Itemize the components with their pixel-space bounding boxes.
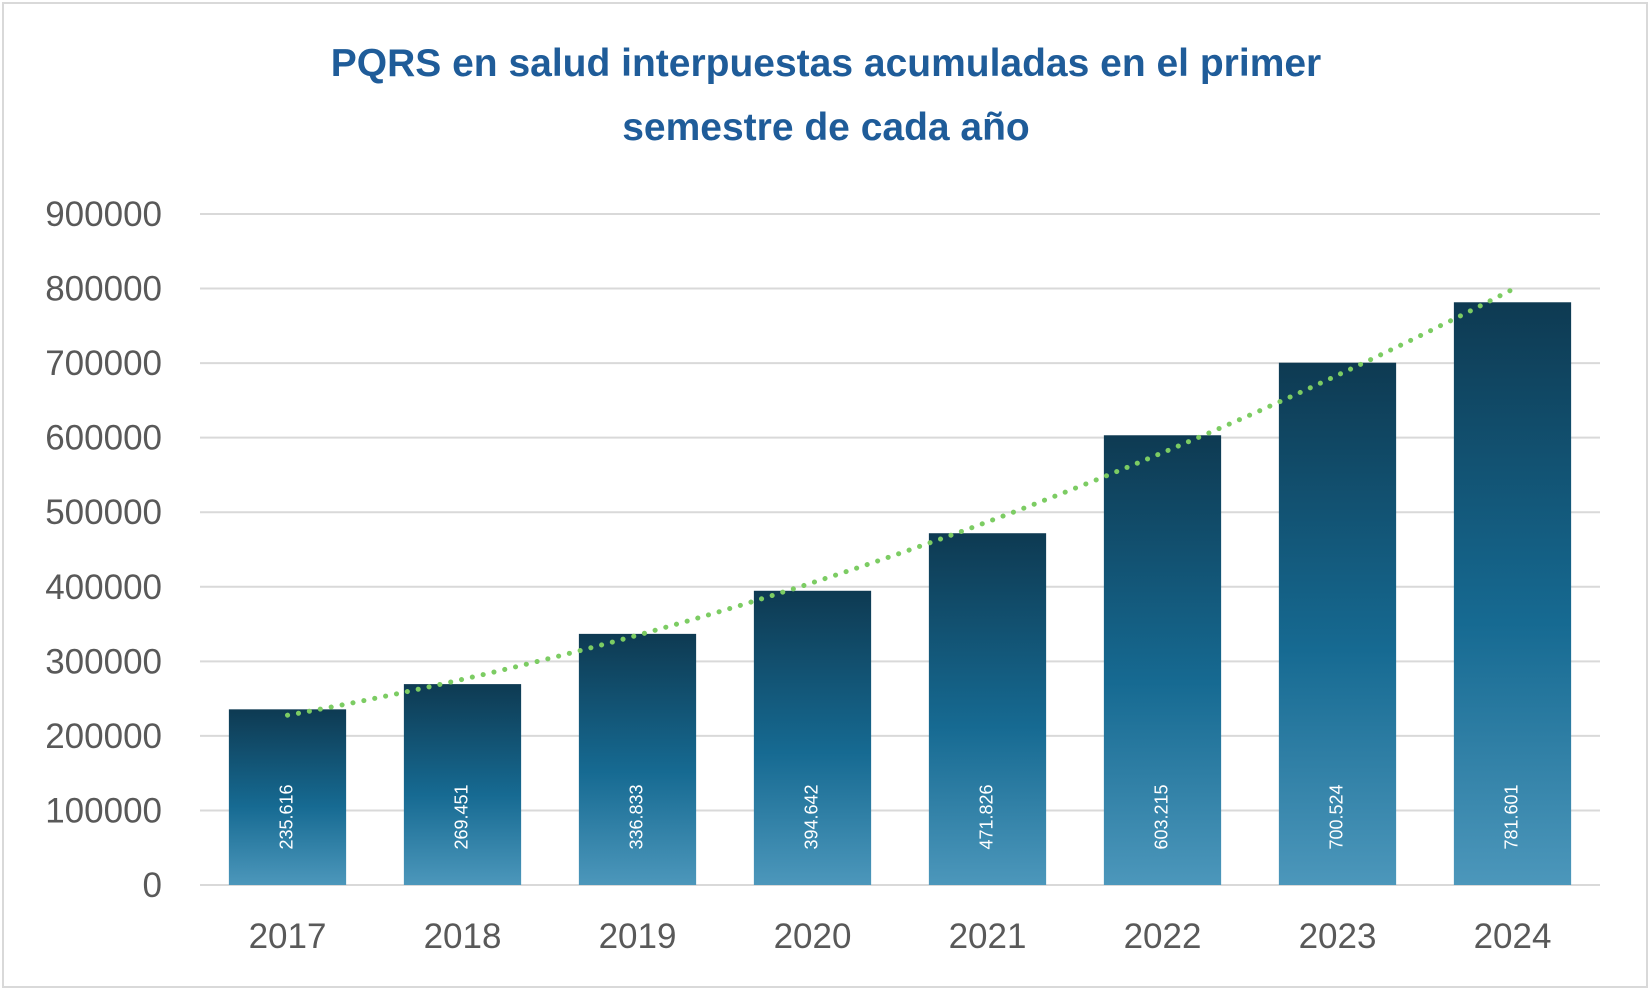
y-tick-label: 600000 [45,419,162,458]
x-tick-label: 2022 [1124,917,1202,956]
bar [403,684,522,885]
trendline [285,286,1515,718]
y-tick-label: 500000 [45,493,162,532]
data-label: 269.451 [451,784,471,849]
y-tick-label: 800000 [45,270,162,309]
bar [1453,302,1572,885]
y-tick-label: 200000 [45,717,162,756]
data-label: 700.524 [1326,784,1346,849]
bar [753,590,872,885]
data-label: 471.826 [976,784,996,849]
x-tick-label: 2020 [774,917,852,956]
bar [928,533,1047,885]
bar [1103,435,1222,885]
x-tick-label: 2023 [1299,917,1377,956]
x-tick-label: 2024 [1474,917,1552,956]
y-tick-label: 400000 [45,568,162,607]
data-label: 781.601 [1501,784,1521,849]
bars: 235.616 269.451 336.833 394.642 471.826 603.2… [228,302,1572,885]
x-tick-label: 2021 [949,917,1027,956]
data-label: 336.833 [626,784,646,849]
y-tick-label: 900000 [45,195,162,234]
x-tick-label: 2018 [424,917,502,956]
x-tick-label: 2019 [599,917,677,956]
data-label: 394.642 [801,784,821,849]
bar [1278,362,1397,885]
y-tick-label: 100000 [45,791,162,830]
y-tick-label: 0 [143,866,162,905]
y-tick-label: 700000 [45,344,162,383]
bar [228,709,347,885]
x-tick-label: 2017 [249,917,327,956]
bar [578,633,697,885]
data-label: 603.215 [1151,784,1171,849]
y-tick-label: 300000 [45,642,162,681]
y-axis-ticks: 0 100000 200000 300000 400000 500000 600000 700… [45,195,162,905]
data-label: 235.616 [276,784,296,849]
x-axis-ticks: 2017 2018 2019 2020 2021 2022 2023 2024 [249,917,1552,956]
chart-title: PQRS en salud interpuestas acumuladas en… [330,42,1322,149]
trendline-layer [285,286,1515,718]
